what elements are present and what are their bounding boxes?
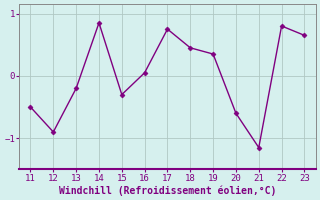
X-axis label: Windchill (Refroidissement éolien,°C): Windchill (Refroidissement éolien,°C) — [59, 185, 276, 196]
